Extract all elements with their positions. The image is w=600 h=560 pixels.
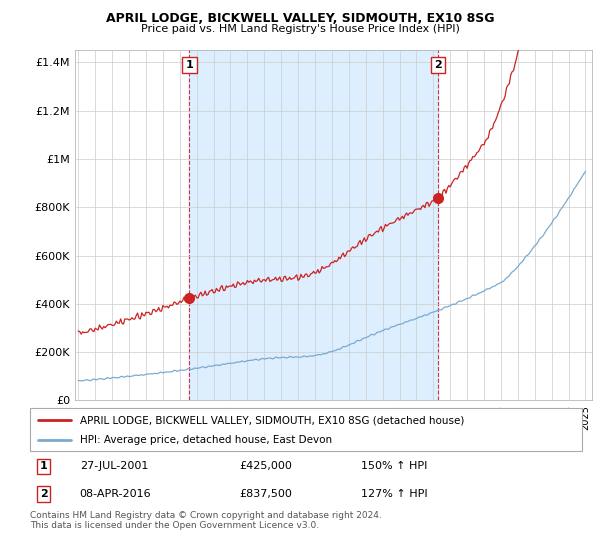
Text: 2: 2 [40,489,47,499]
Text: 127% ↑ HPI: 127% ↑ HPI [361,489,428,499]
Text: £425,000: £425,000 [240,461,293,472]
Text: 2: 2 [434,60,442,70]
Text: 1: 1 [40,461,47,472]
Text: HPI: Average price, detached house, East Devon: HPI: Average price, detached house, East… [80,435,332,445]
Text: Price paid vs. HM Land Registry's House Price Index (HPI): Price paid vs. HM Land Registry's House … [140,24,460,34]
Text: 1: 1 [185,60,193,70]
Text: 27-JUL-2001: 27-JUL-2001 [80,461,148,472]
Text: 08-APR-2016: 08-APR-2016 [80,489,151,499]
Text: APRIL LODGE, BICKWELL VALLEY, SIDMOUTH, EX10 8SG: APRIL LODGE, BICKWELL VALLEY, SIDMOUTH, … [106,12,494,25]
Text: 150% ↑ HPI: 150% ↑ HPI [361,461,428,472]
Text: Contains HM Land Registry data © Crown copyright and database right 2024.
This d: Contains HM Land Registry data © Crown c… [30,511,382,530]
Bar [190,50,438,400]
Text: £837,500: £837,500 [240,489,293,499]
FancyBboxPatch shape [30,408,582,451]
Text: APRIL LODGE, BICKWELL VALLEY, SIDMOUTH, EX10 8SG (detached house): APRIL LODGE, BICKWELL VALLEY, SIDMOUTH, … [80,415,464,425]
